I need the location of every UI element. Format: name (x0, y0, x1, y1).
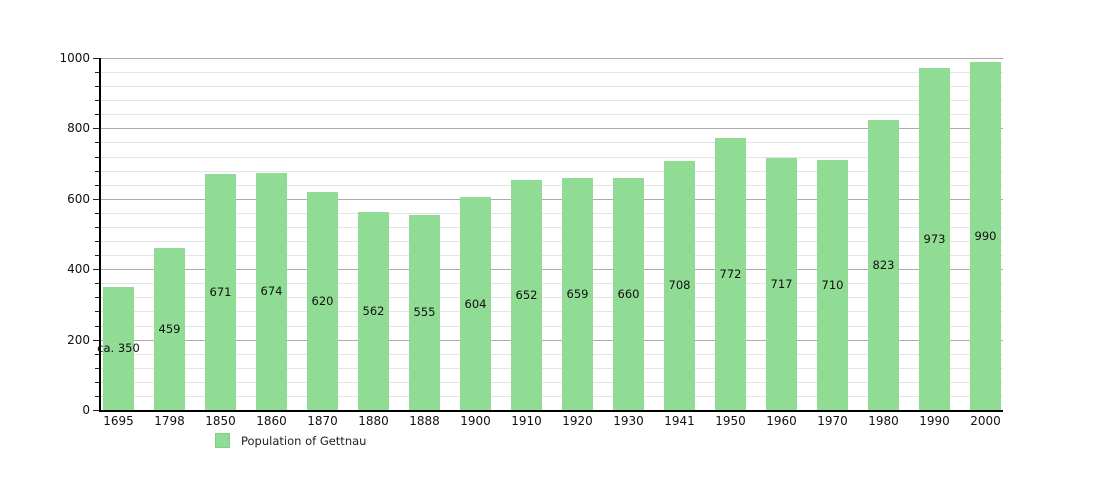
x-axis-label: 2000 (970, 414, 1001, 428)
bar-value-label: 708 (668, 278, 691, 293)
bar-value-label: 604 (464, 296, 487, 311)
gridline-major (101, 58, 1003, 59)
bar-1880 (358, 212, 389, 410)
y-tick-minor (95, 156, 99, 158)
x-axis-label: 1970 (817, 414, 848, 428)
bar-1850 (205, 173, 236, 410)
legend: Population of Gettnau (215, 433, 366, 448)
gridline-minor (101, 86, 1003, 88)
x-axis-label: 1950 (715, 414, 746, 428)
bar-1798 (154, 248, 185, 410)
y-tick-minor (95, 100, 99, 102)
y-tick-major (93, 128, 99, 130)
bar-1950 (715, 138, 746, 410)
gridline-minor (101, 72, 1003, 74)
y-tick-minor (95, 367, 99, 369)
x-axis-label: 1941 (664, 414, 695, 428)
bar-value-label: 660 (617, 286, 640, 301)
x-axis-label: 1910 (511, 414, 542, 428)
y-axis-label: 600 (67, 191, 90, 206)
x-axis-label: 1880 (358, 414, 389, 428)
x-axis-label: 1930 (613, 414, 644, 428)
y-tick-minor (95, 255, 99, 257)
x-axis-label: 1960 (766, 414, 797, 428)
bar-value-label: 973 (923, 231, 946, 246)
bar-1870 (307, 191, 338, 410)
y-axis-label: 800 (67, 121, 90, 136)
x-axis-label: 1888 (409, 414, 440, 428)
y-axis-label: 400 (67, 262, 90, 277)
bar-value-label: 659 (566, 287, 589, 302)
y-tick-minor (95, 325, 99, 327)
y-tick-minor (95, 86, 99, 88)
y-tick-minor (95, 184, 99, 186)
bar-value-label: 620 (311, 293, 334, 308)
x-axis-label: 1860 (256, 414, 287, 428)
bar-value-label: 823 (872, 258, 895, 273)
y-tick-minor (95, 170, 99, 172)
x-axis-label: 1900 (460, 414, 491, 428)
y-tick-minor (95, 395, 99, 397)
bar-1941 (664, 160, 695, 410)
x-axis-label: 1980 (868, 414, 899, 428)
y-tick-minor (95, 241, 99, 243)
bar-1960 (766, 157, 797, 410)
x-axis-label: 1798 (154, 414, 185, 428)
x-axis-label: 1850 (205, 414, 236, 428)
bar-1930 (613, 177, 644, 410)
bar-1888 (409, 214, 440, 410)
y-tick-minor (95, 311, 99, 313)
bar-value-label: 555 (413, 305, 436, 320)
y-tick-minor (95, 226, 99, 228)
y-tick-minor (95, 381, 99, 383)
bar-value-label: 990 (974, 228, 997, 243)
bar-1860 (256, 172, 287, 410)
y-tick-minor (95, 114, 99, 116)
bar-value-label: 652 (515, 288, 538, 303)
bar-value-label: 459 (158, 322, 181, 337)
bar-1910 (511, 180, 542, 410)
y-tick-minor (95, 297, 99, 299)
bar-1970 (817, 160, 848, 410)
y-axis-label: 200 (67, 332, 90, 347)
y-axis-line (99, 58, 101, 412)
y-tick-major (93, 339, 99, 341)
bar-1980 (868, 120, 899, 410)
bar-1920 (562, 178, 593, 410)
legend-swatch-icon (215, 433, 230, 448)
bar-value-label: ca. 350 (97, 341, 140, 356)
gridline-minor (101, 114, 1003, 116)
bar-2000 (970, 61, 1001, 410)
y-axis-label: 1000 (59, 51, 90, 65)
y-tick-major (93, 269, 99, 271)
gridline-minor (101, 100, 1003, 102)
bar-value-label: 562 (362, 304, 385, 319)
bar-value-label: 671 (209, 284, 232, 299)
y-tick-major (93, 58, 99, 59)
y-tick-minor (95, 283, 99, 285)
y-tick-major (93, 198, 99, 200)
bar-1900 (460, 197, 491, 410)
x-axis-label: 1870 (307, 414, 338, 428)
y-tick-minor (95, 353, 99, 355)
y-tick-minor (95, 72, 99, 74)
y-axis-label: 0 (82, 403, 90, 417)
x-axis-label: 1695 (103, 414, 134, 428)
bar-value-label: 710 (821, 278, 844, 293)
x-axis-line (99, 410, 1003, 412)
y-tick-minor (95, 142, 99, 144)
bar-value-label: 717 (770, 276, 793, 291)
bar-value-label: 674 (260, 284, 283, 299)
bar-value-label: 772 (719, 267, 742, 282)
bar-1695 (103, 286, 134, 410)
x-axis-label: 1990 (919, 414, 950, 428)
x-axis-label: 1920 (562, 414, 593, 428)
legend-label: Population of Gettnau (241, 433, 367, 448)
y-tick-major (93, 410, 99, 411)
y-tick-minor (95, 212, 99, 214)
bar-1990 (919, 67, 950, 410)
